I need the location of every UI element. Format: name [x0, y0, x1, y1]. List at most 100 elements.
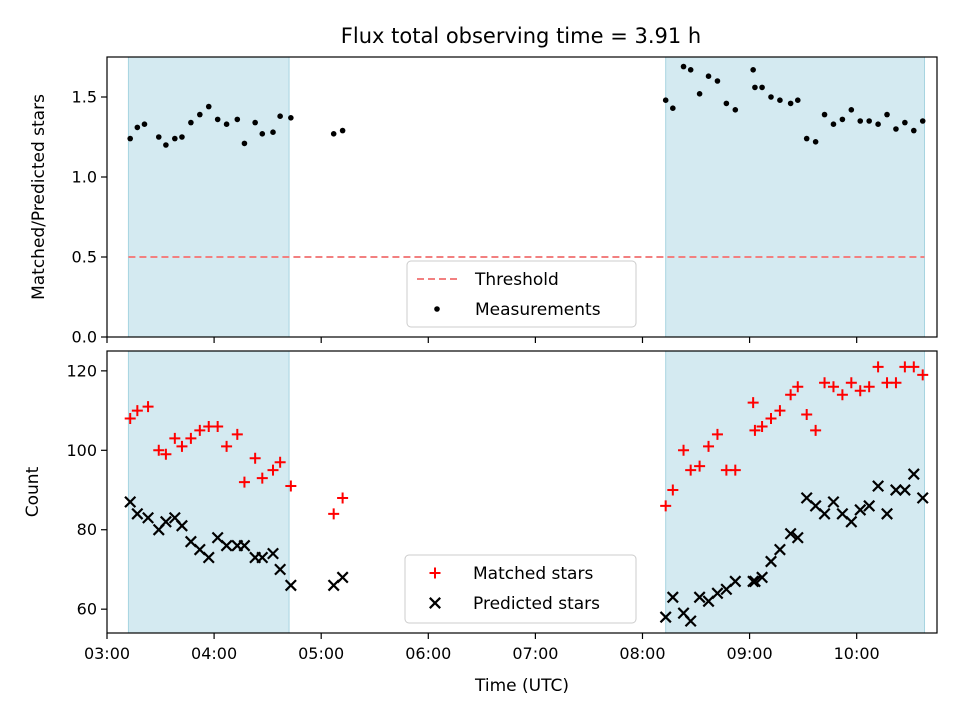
observing-span	[665, 350, 926, 634]
matched-stars-point	[845, 377, 857, 389]
matched-stars-point	[667, 484, 679, 496]
legend-matched-stars-label: Matched stars	[473, 564, 593, 584]
predicted-stars-point	[845, 515, 858, 528]
matched-stars-point	[774, 405, 786, 417]
measurements-point	[241, 140, 248, 147]
matched-stars-point	[872, 361, 884, 373]
measurements-point	[155, 134, 162, 140]
measurements-point	[705, 73, 712, 79]
matched-stars-point	[337, 492, 349, 504]
measurements-point	[670, 105, 676, 111]
x-tick-label: 09:00	[727, 644, 773, 663]
matched-stars-point	[765, 413, 777, 425]
predicted-stars-point	[124, 495, 137, 508]
predicted-stars-point	[854, 503, 867, 516]
matched-stars-point	[238, 476, 250, 488]
predicted-stars-point	[747, 575, 760, 588]
predicted-stars-point	[748, 575, 761, 588]
measurements-point	[223, 121, 230, 127]
predicted-stars-point	[907, 468, 920, 481]
x-tick-label: 10:00	[834, 644, 880, 663]
measurements-point	[134, 124, 141, 131]
predicted-stars-point	[142, 511, 155, 524]
legend-matched-stars-swatch	[429, 567, 441, 579]
predicted-stars-point	[872, 480, 885, 493]
legend-measurements-label: Measurements	[475, 300, 601, 320]
measurements-point	[848, 107, 855, 113]
predicted-stars-point	[267, 547, 279, 560]
measurements-point	[259, 131, 266, 137]
predicted-stars-point	[220, 539, 233, 552]
matched-stars-point	[153, 444, 165, 456]
count-x-ticks: 03:00 04:00 05:00 06:00 07:00 08:00 09:00 10:00	[84, 633, 880, 663]
matched-stars-point	[854, 385, 866, 397]
measurements-point	[179, 134, 185, 140]
x-tick-label: 04:00	[191, 644, 237, 663]
measurements-point	[330, 131, 337, 137]
measurements-point	[163, 142, 169, 148]
measurements-point	[234, 116, 241, 123]
measurements-point	[752, 84, 758, 91]
matched-stars-point	[827, 381, 839, 393]
measurements-point	[723, 100, 730, 107]
measurements-point	[777, 97, 783, 103]
count-panel-frame	[106, 350, 938, 634]
measurements-point	[270, 129, 276, 135]
measurements-point	[172, 135, 178, 142]
measurements-point	[839, 116, 846, 123]
predicted-stars-point	[202, 551, 215, 564]
predicted-stars-point	[791, 531, 804, 544]
predicted-stars-point	[898, 484, 911, 496]
measurements-point	[794, 97, 801, 103]
predicted-stars-point	[159, 515, 172, 528]
measurements-point	[812, 139, 819, 145]
ratio-panel: 0.0 0.5 1.0 1.5 Matched/Predicted stars Thr…	[29, 56, 938, 347]
ratio-panel-frame	[106, 56, 938, 338]
matched-stars-point	[660, 500, 672, 512]
predicted-stars-point	[284, 579, 297, 592]
ratio-series	[127, 63, 926, 258]
matched-stars-point	[785, 389, 797, 401]
predicted-stars-point	[693, 591, 706, 604]
legend-measurements-swatch	[434, 306, 440, 312]
matched-stars-point	[256, 472, 268, 484]
matched-stars-point	[863, 381, 875, 393]
y-tick-label: 80	[77, 520, 97, 539]
measurements-point	[803, 135, 810, 142]
legend-box	[404, 554, 637, 624]
measurements-point	[680, 63, 687, 70]
legend-predicted-stars-swatch	[429, 597, 441, 609]
measurements-point	[787, 100, 794, 107]
matched-stars-point	[890, 377, 902, 389]
measurements-point	[830, 121, 837, 127]
predicted-stars-point	[131, 507, 144, 520]
matched-stars-point	[756, 420, 768, 432]
legend-box	[406, 260, 637, 328]
predicted-stars-point	[711, 587, 724, 600]
matched-stars-point	[194, 424, 206, 436]
predicted-stars-point	[863, 499, 876, 512]
y-tick-label: 1.5	[72, 88, 97, 107]
x-axis-label: Time (UTC)	[474, 676, 569, 696]
matched-stars-point	[142, 401, 154, 413]
predicted-stars-point	[818, 507, 831, 520]
legend-threshold-label: Threshold	[474, 270, 559, 290]
measurements-point	[902, 119, 908, 126]
measurements-point	[768, 94, 774, 100]
predicted-stars-point	[784, 527, 797, 540]
predicted-stars-point	[827, 495, 840, 508]
matched-stars-point	[749, 424, 761, 436]
measurements-point	[732, 107, 739, 113]
predicted-stars-point	[729, 575, 742, 588]
matched-stars-point	[231, 428, 243, 440]
matched-stars-point	[185, 432, 197, 444]
matched-stars-point	[810, 424, 822, 436]
measurements-point	[214, 116, 221, 123]
matched-stars-point	[285, 480, 297, 492]
matched-stars-point	[267, 464, 279, 476]
measurements-point	[875, 121, 881, 127]
predicted-stars-point	[336, 571, 349, 584]
x-tick-label: 03:00	[84, 644, 130, 663]
measurements-point	[127, 135, 134, 142]
